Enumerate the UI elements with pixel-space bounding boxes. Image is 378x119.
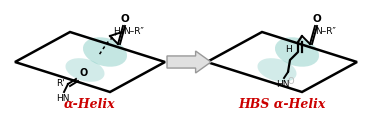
Text: H: H xyxy=(114,27,120,35)
Text: R': R' xyxy=(56,79,65,89)
Text: N–R″: N–R″ xyxy=(315,27,336,37)
Ellipse shape xyxy=(65,58,105,82)
Text: O: O xyxy=(313,14,321,24)
Ellipse shape xyxy=(275,37,319,67)
Text: α-Helix: α-Helix xyxy=(64,98,116,111)
Polygon shape xyxy=(167,51,211,73)
Text: HN: HN xyxy=(276,80,290,89)
Ellipse shape xyxy=(257,58,296,82)
Text: N–R″: N–R″ xyxy=(123,27,144,37)
Ellipse shape xyxy=(83,37,127,67)
Text: HN: HN xyxy=(56,94,70,103)
Text: O: O xyxy=(79,68,87,78)
Text: O: O xyxy=(121,14,129,24)
Text: HBS α-Helix: HBS α-Helix xyxy=(238,98,326,111)
Text: H: H xyxy=(285,45,292,54)
Text: O: O xyxy=(287,77,294,87)
